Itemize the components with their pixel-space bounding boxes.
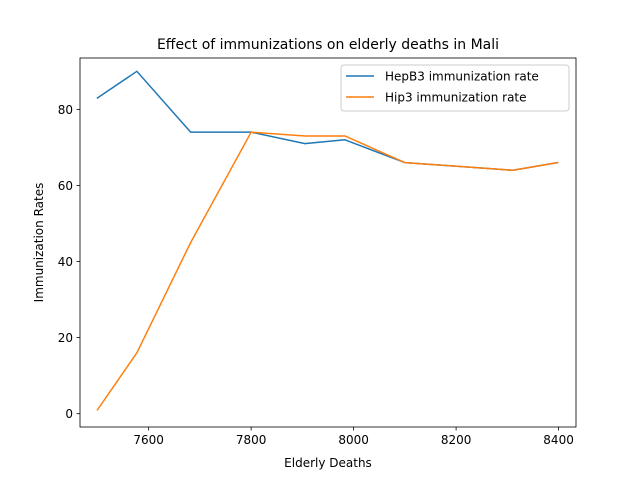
x-tick-label: 8400: [543, 433, 574, 447]
y-tick-label: 0: [65, 407, 73, 421]
legend: HepB3 immunization rate Hip3 immunization…: [340, 64, 570, 112]
y-tick-label: 40: [58, 255, 73, 269]
x-tick-label: 8200: [441, 433, 472, 447]
x-axis-label: Elderly Deaths: [284, 456, 372, 470]
x-tick-label: 7600: [133, 433, 164, 447]
plot-area: [80, 58, 576, 427]
plot-frame: [79, 57, 577, 428]
x-tick-label: 7800: [236, 433, 267, 447]
y-tick-label: 20: [58, 331, 73, 345]
legend-label-1: HepB3 immunization rate: [385, 70, 539, 84]
legend-box: [340, 64, 570, 112]
y-axis-label: Immunization Rates: [32, 183, 46, 303]
series-line-2: [96, 131, 559, 411]
x-axis: 7600 7800 8000 8200 8400: [133, 427, 574, 447]
chart-title: Effect of immunizations on elderly death…: [157, 37, 499, 53]
x-tick-label: 8000: [338, 433, 369, 447]
y-tick-label: 80: [58, 103, 73, 117]
series-layer: [96, 70, 559, 411]
y-axis: 0 20 40 60 80: [58, 103, 80, 421]
y-tick-label: 60: [58, 179, 73, 193]
legend-label-2: Hip3 immunization rate: [385, 91, 527, 105]
